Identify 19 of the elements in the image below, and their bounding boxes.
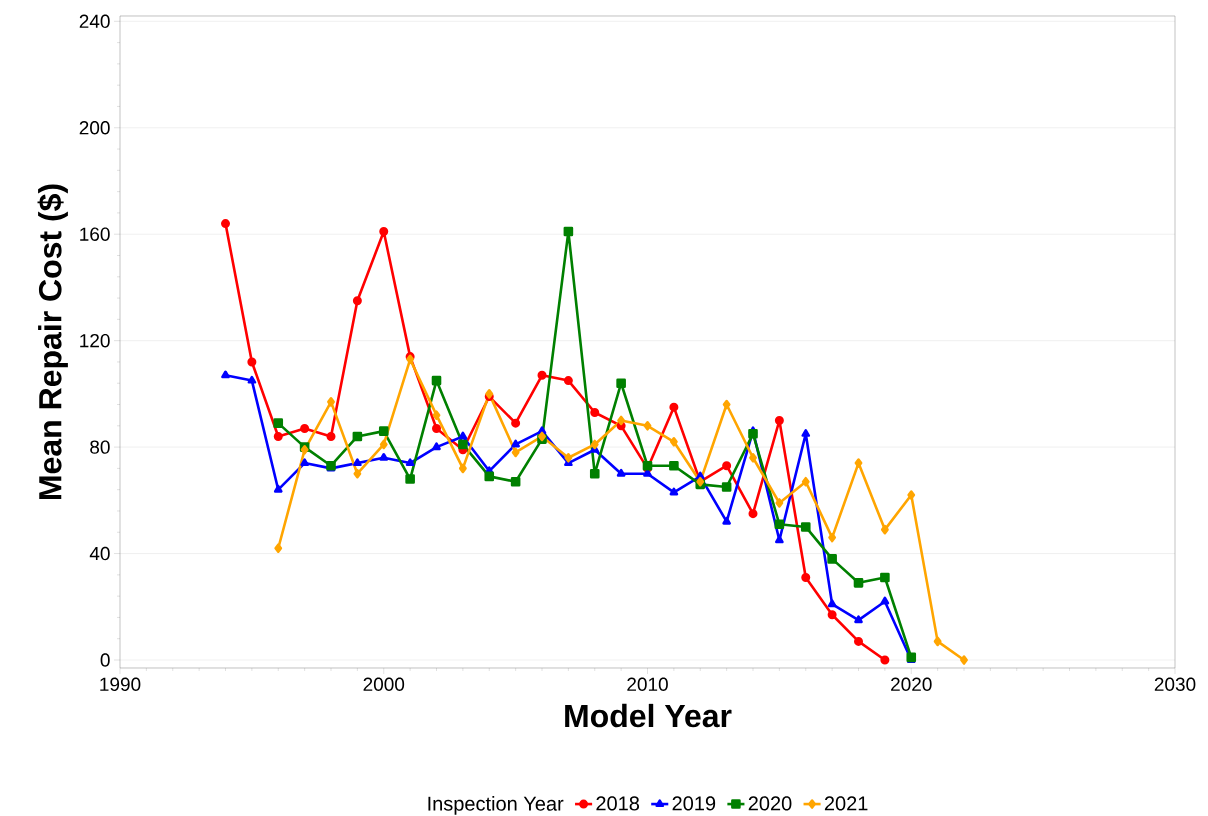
- y-tick-label: 120: [80, 333, 110, 348]
- legend-label: 2019: [672, 796, 716, 811]
- legend-label: 2020: [748, 796, 792, 811]
- legend-label: 2018: [596, 796, 640, 811]
- x-axis-title: Model Year: [565, 703, 732, 728]
- y-tick-label: 160: [80, 227, 110, 241]
- y-tick-label: 240: [79, 14, 110, 29]
- y-tick-label: 40: [89, 546, 110, 561]
- x-tick-label: 2030: [1154, 677, 1196, 691]
- x-tick-label: 2020: [891, 677, 932, 691]
- legend-title: Inspection Year: [428, 796, 564, 815]
- legend-label: 2021: [824, 796, 868, 811]
- y-tick-label: 200: [79, 121, 110, 135]
- x-tick-label: 2000: [363, 677, 405, 691]
- x-tick-label: 2010: [627, 677, 668, 691]
- y-tick-label: 80: [90, 440, 110, 454]
- y-tick-label: 0: [100, 653, 110, 667]
- x-tick-label: 1990: [100, 677, 141, 691]
- y-axis-title: Mean Repair Cost ($): [37, 184, 68, 499]
